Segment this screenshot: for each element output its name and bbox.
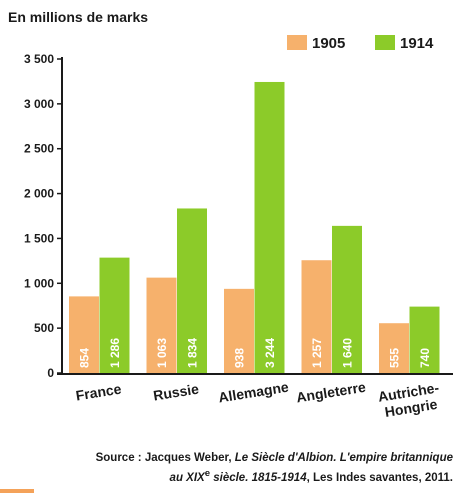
y-tick-label: 500 bbox=[34, 321, 54, 335]
bar-1905-autriche-hongrie bbox=[379, 323, 409, 373]
y-tick-label: 0 bbox=[47, 366, 54, 380]
bar-value-label: 1 257 bbox=[310, 338, 324, 368]
legend: 1905 1914 bbox=[287, 35, 434, 52]
bar-value-label: 854 bbox=[78, 348, 92, 368]
source-book-title: Le Siècle d'Albion. L'empire britannique bbox=[234, 452, 453, 464]
legend-label-1914: 1914 bbox=[400, 35, 434, 52]
y-axis: 0 500 1 000 1 500 2 000 2 500 3 000 3 500 bbox=[24, 52, 63, 380]
y-tick-label: 2 000 bbox=[24, 187, 54, 201]
bars: 854 1 286 1 063 1 834 938 3 244 1 257 1 640 555 7… bbox=[69, 81, 440, 373]
bar-1914-angleterre bbox=[332, 225, 362, 373]
bar-1905-angleterre bbox=[301, 260, 332, 373]
x-category-label: Autriche-Hongrie bbox=[377, 379, 443, 420]
source-line2-sup: e bbox=[204, 468, 211, 479]
y-tick-label: 1 500 bbox=[24, 231, 54, 245]
legend-label-1905: 1905 bbox=[312, 35, 345, 52]
bar-value-label: 1 640 bbox=[341, 338, 355, 368]
bar-1914-france bbox=[99, 257, 130, 373]
chart-unit-title: En millions de marks bbox=[8, 9, 148, 25]
y-tick-label: 3 000 bbox=[24, 97, 54, 111]
bar-1914-autriche-hongrie bbox=[409, 306, 440, 373]
source-suffix: , Les Indes savantes, 2011. bbox=[306, 471, 453, 484]
source-prefix: Source : Jacques Weber, bbox=[95, 452, 235, 464]
y-tick-label: 2 500 bbox=[24, 142, 54, 156]
bar-1905-russie bbox=[146, 277, 177, 373]
bar-1905-france bbox=[69, 296, 99, 373]
bar-value-label: 1 286 bbox=[108, 338, 122, 368]
bar-1914-russie bbox=[177, 208, 207, 373]
source-line2-a: au XIX bbox=[169, 471, 205, 484]
corner-accent bbox=[0, 489, 34, 493]
x-category-label: Russie bbox=[152, 381, 200, 404]
source-line2-b: siècle. 1815-1914 bbox=[210, 471, 307, 484]
bar-value-label: 555 bbox=[388, 348, 402, 368]
bar-value-label: 3 244 bbox=[263, 338, 277, 368]
bar-value-label: 938 bbox=[233, 348, 247, 368]
x-axis: France Russie Allemagne Angleterre Autriche-… bbox=[57, 373, 453, 420]
legend-swatch-1905 bbox=[287, 35, 307, 50]
bar-value-label: 740 bbox=[418, 348, 432, 368]
legend-swatch-1914 bbox=[375, 35, 395, 50]
x-category-label: Allemagne bbox=[217, 379, 290, 406]
y-tick-label: 3 500 bbox=[24, 52, 54, 66]
x-category-label: Angleterre bbox=[295, 379, 367, 406]
source-note: Source : Jacques Weber, Le Siècle d'Albi… bbox=[23, 450, 453, 486]
x-category-label: France bbox=[75, 381, 123, 404]
bar-value-label: 1 063 bbox=[155, 338, 169, 368]
bar-1905-allemagne bbox=[224, 288, 254, 373]
y-tick-label: 1 000 bbox=[24, 276, 54, 290]
bar-value-label: 1 834 bbox=[186, 338, 200, 368]
bar-1914-allemagne bbox=[254, 81, 285, 373]
